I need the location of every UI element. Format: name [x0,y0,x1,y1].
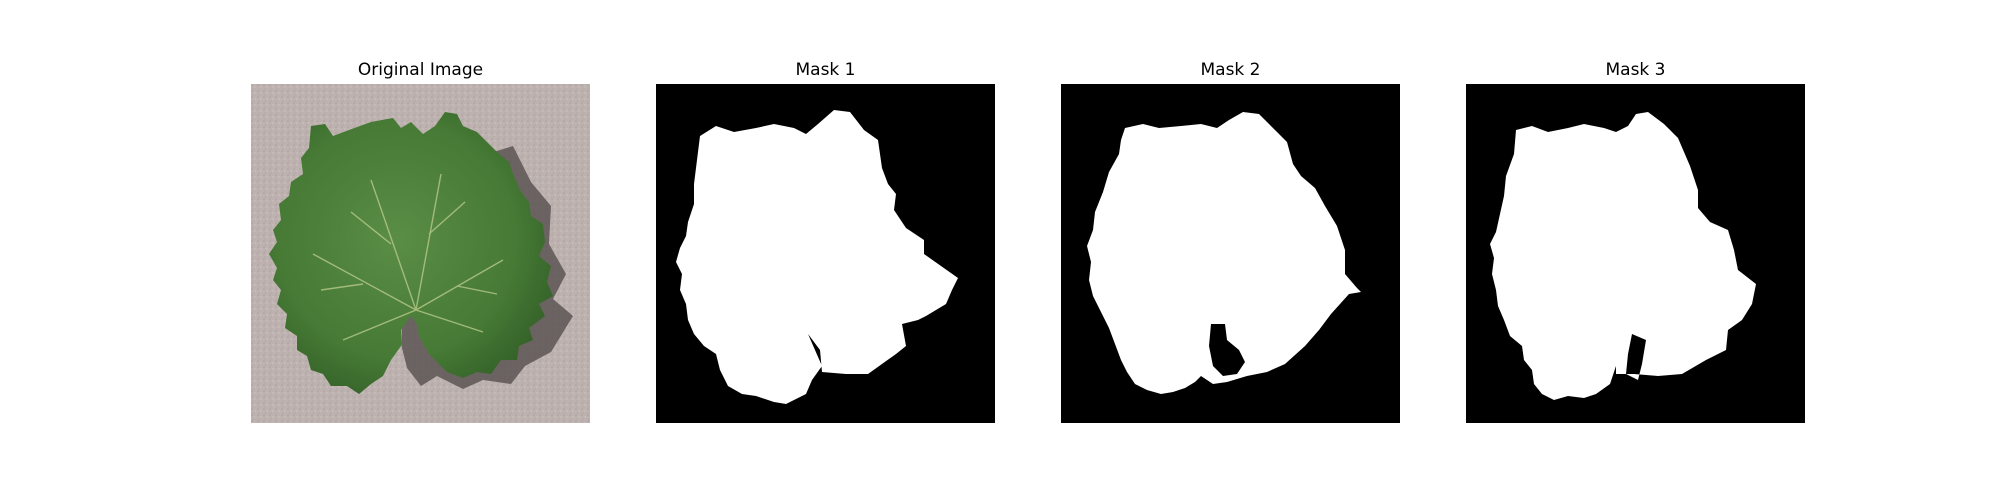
mask-2-title: Mask 2 [1200,60,1261,80]
mask-1-title: Mask 1 [795,60,856,80]
mask-region [1490,112,1756,400]
mask-region [676,110,958,404]
original-image-panel: Original Image [251,0,590,500]
mask-2-panel: Mask 2 [1061,0,1400,500]
original-image-title: Original Image [357,60,484,80]
mask-1-image [656,84,995,423]
leaf-veins [312,173,504,341]
mask-3-panel: Mask 3 [1466,0,1805,500]
leaf [269,112,553,394]
original-image [251,84,590,423]
mask-1-panel: Mask 1 [656,0,995,500]
mask-2-image [1061,84,1400,423]
mask-region [1087,112,1361,394]
mask-3-title: Mask 3 [1605,60,1666,80]
mask-3-image [1466,84,1805,423]
